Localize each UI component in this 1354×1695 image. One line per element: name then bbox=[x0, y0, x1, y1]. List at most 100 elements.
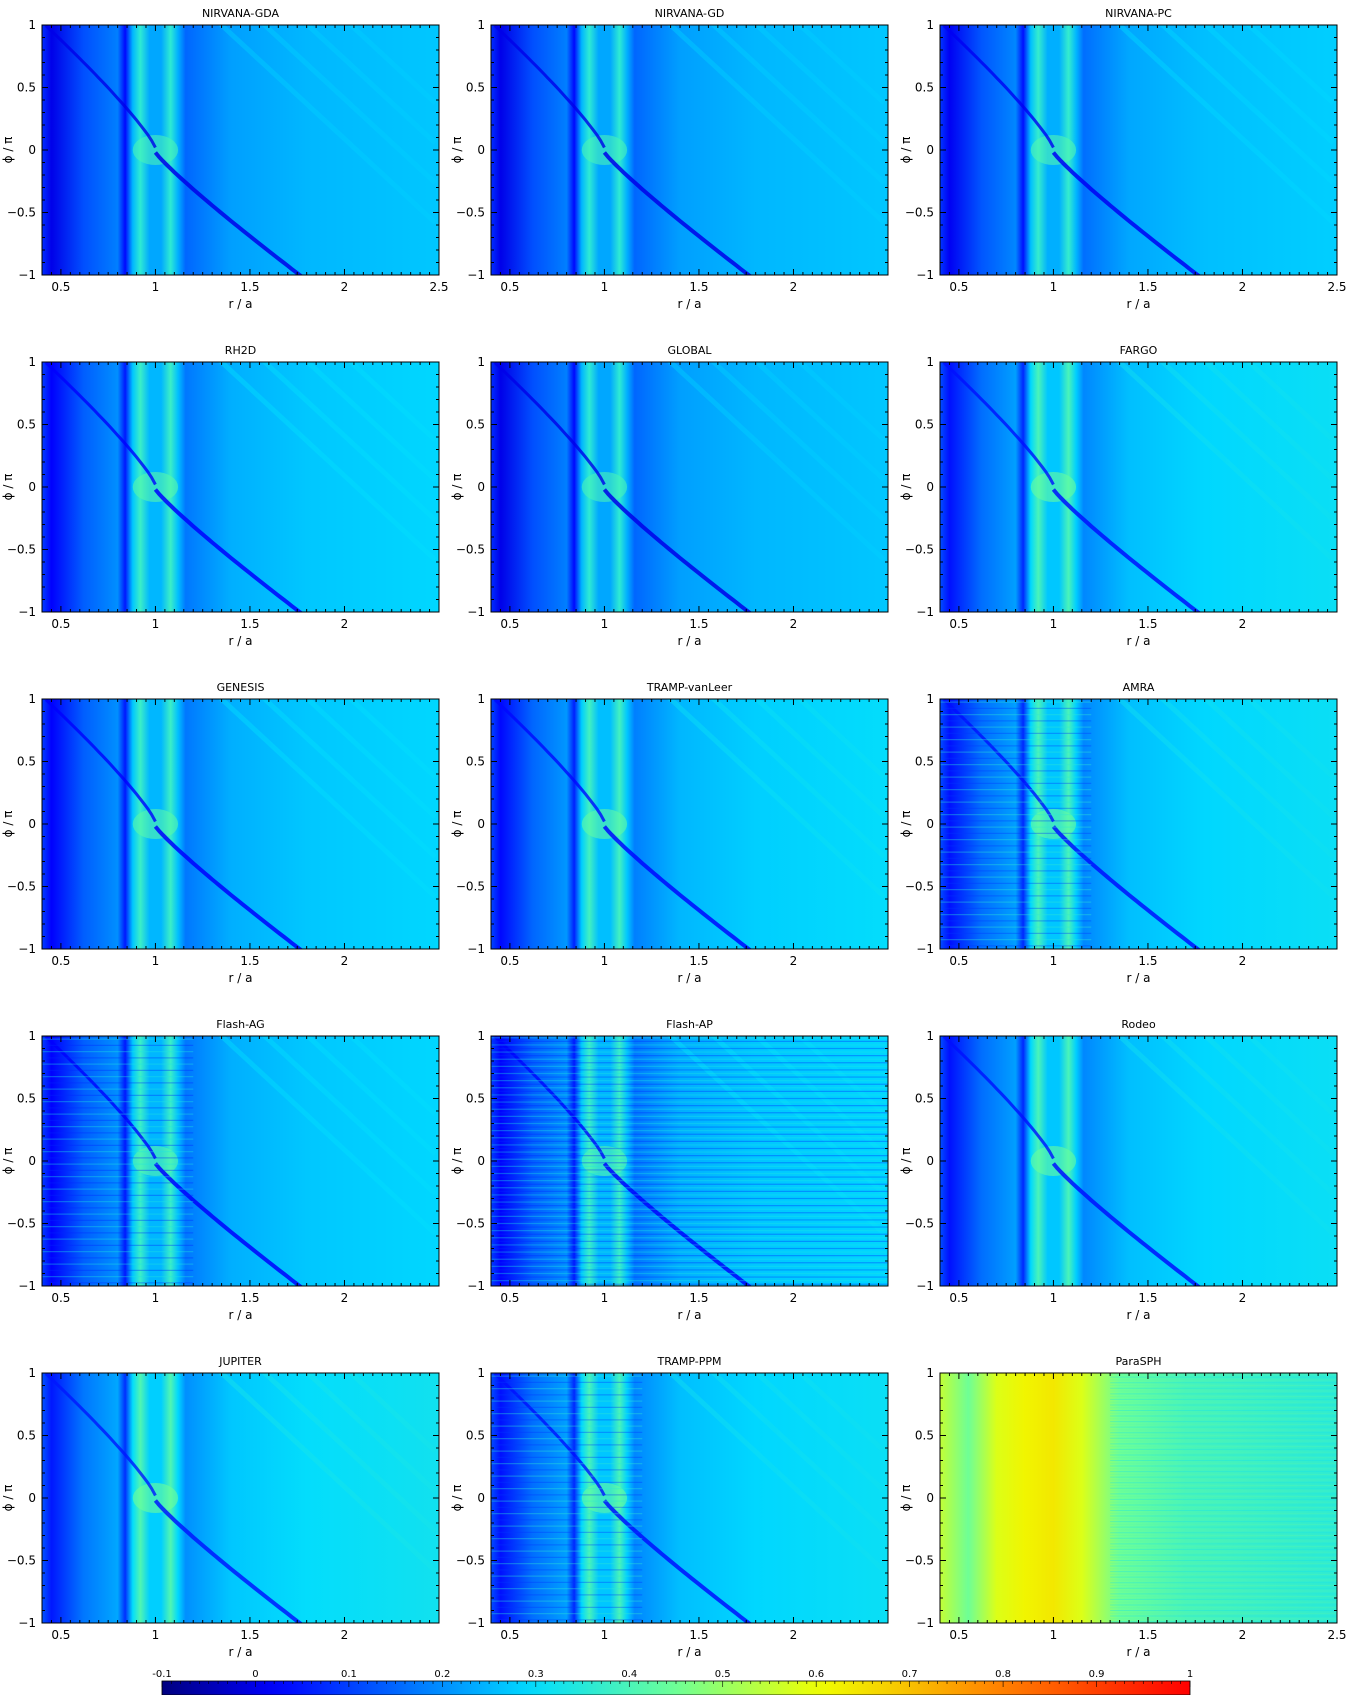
x-axis-label: r / a bbox=[678, 971, 702, 985]
x-tick-label: 1 bbox=[1050, 280, 1058, 294]
y-tick-label: −1 bbox=[18, 268, 36, 282]
x-tick-label: 0.5 bbox=[500, 1291, 519, 1305]
x-tick-label: 1 bbox=[1050, 954, 1058, 968]
y-tick-label: −0.5 bbox=[7, 1217, 36, 1231]
y-tick-label: 1 bbox=[477, 1029, 485, 1043]
x-tick-label: 1.5 bbox=[240, 1628, 259, 1642]
x-tick-label: 1.5 bbox=[1138, 954, 1157, 968]
y-tick-label: 0.5 bbox=[466, 81, 485, 95]
y-tick-label: 1 bbox=[477, 18, 485, 32]
x-axis-label: r / a bbox=[229, 1645, 253, 1659]
y-tick-label: −0.5 bbox=[456, 206, 485, 220]
x-tick-label: 2 bbox=[1239, 954, 1247, 968]
y-tick-label: 0 bbox=[477, 1154, 485, 1168]
panel-title: TRAMP-vanLeer bbox=[646, 681, 733, 694]
y-tick-label: −0.5 bbox=[905, 880, 934, 894]
x-tick-label: 1.5 bbox=[689, 617, 708, 631]
x-tick-label: 1.5 bbox=[240, 1291, 259, 1305]
y-tick-label: 1 bbox=[477, 692, 485, 706]
y-tick-label: 0 bbox=[28, 1154, 36, 1168]
panel-fargo: −1 −0.5 0 0.5 1 0.5 1 1.5 2 FARGO r / a ϕ / π bbox=[899, 344, 1338, 648]
outer-spiral-wake bbox=[1051, 825, 1202, 949]
y-tick-label: −1 bbox=[18, 605, 36, 619]
colorbar-tick-label: 0.5 bbox=[715, 1669, 731, 1680]
panel-amra: −1 −0.5 0 0.5 1 0.5 1 1.5 2 AMRA r / a ϕ / π bbox=[899, 681, 1338, 985]
panel-title: NIRVANA-GD bbox=[655, 7, 725, 20]
density-field bbox=[42, 362, 439, 612]
y-axis-label: ϕ / π bbox=[899, 1485, 913, 1512]
x-tick-label: 0.5 bbox=[51, 280, 70, 294]
x-axis-label: r / a bbox=[229, 634, 253, 648]
y-tick-label: 1 bbox=[926, 1029, 934, 1043]
inner-spiral-wake bbox=[493, 362, 606, 486]
y-tick-label: 1 bbox=[926, 355, 934, 369]
colorbar-tick-label: 0.2 bbox=[434, 1669, 450, 1680]
x-tick-label: 0.5 bbox=[51, 617, 70, 631]
x-tick-label: 0.5 bbox=[500, 954, 519, 968]
y-tick-label: −1 bbox=[916, 1616, 934, 1630]
y-tick-label: −1 bbox=[467, 605, 485, 619]
y-tick-label: −0.5 bbox=[905, 1554, 934, 1568]
density-background bbox=[42, 25, 439, 275]
panel-title: Flash-AG bbox=[216, 1018, 264, 1031]
x-tick-label: 0.5 bbox=[949, 1291, 968, 1305]
x-tick-label: 2 bbox=[790, 280, 798, 294]
density-field bbox=[42, 1373, 439, 1623]
density-background bbox=[491, 699, 888, 949]
y-tick-label: 0.5 bbox=[17, 81, 36, 95]
y-axis-label: ϕ / π bbox=[1, 474, 15, 501]
x-tick-label: 0.5 bbox=[51, 1291, 70, 1305]
y-tick-label: 0.5 bbox=[17, 755, 36, 769]
density-field bbox=[491, 1036, 888, 1286]
colorbar-tick-label: 0 bbox=[252, 1669, 258, 1680]
panel-title: FARGO bbox=[1120, 344, 1158, 357]
y-tick-label: 1 bbox=[28, 692, 36, 706]
y-tick-label: 0.5 bbox=[915, 755, 934, 769]
panel-tramp-vanleer: −1 −0.5 0 0.5 1 0.5 1 1.5 2 TRAMP-vanLeer r / a ϕ /… bbox=[450, 681, 889, 985]
y-tick-label: −0.5 bbox=[456, 1217, 485, 1231]
panel-title: Rodeo bbox=[1121, 1018, 1156, 1031]
y-tick-label: 0.5 bbox=[17, 1092, 36, 1106]
panel-title: TRAMP-PPM bbox=[656, 1355, 721, 1368]
panel-nirvana-gd: −1 −0.5 0 0.5 1 0.5 1 1.5 2 NIRVANA-GD r / a ϕ / π bbox=[450, 7, 889, 311]
outer-spiral-wake bbox=[602, 151, 753, 275]
outer-spiral-wake bbox=[153, 1162, 304, 1286]
panel-rodeo: −1 −0.5 0 0.5 1 0.5 1 1.5 2 Rodeo r / a ϕ / π bbox=[899, 1018, 1338, 1322]
x-tick-label: 0.5 bbox=[51, 954, 70, 968]
panel-title: ParaSPH bbox=[1115, 1355, 1161, 1368]
x-tick-label: 1 bbox=[1050, 1291, 1058, 1305]
y-tick-label: 1 bbox=[28, 1029, 36, 1043]
y-axis-label: ϕ / π bbox=[899, 474, 913, 501]
density-field bbox=[42, 25, 439, 275]
y-tick-label: 1 bbox=[926, 1366, 934, 1380]
outer-spiral-wake bbox=[153, 825, 304, 949]
outer-spiral-wake bbox=[602, 1162, 753, 1286]
outer-spiral-wake bbox=[153, 488, 304, 612]
density-background bbox=[491, 25, 888, 275]
outer-spiral-wake bbox=[153, 151, 304, 275]
y-tick-label: −0.5 bbox=[905, 543, 934, 557]
panel-title: AMRA bbox=[1123, 681, 1155, 694]
density-field bbox=[42, 1036, 439, 1286]
x-tick-label: 1 bbox=[601, 1291, 609, 1305]
x-tick-label: 1 bbox=[152, 954, 160, 968]
y-axis-label: ϕ / π bbox=[1, 137, 15, 164]
x-tick-label: 1 bbox=[152, 1291, 160, 1305]
outer-spiral-wake bbox=[602, 1499, 753, 1623]
density-background bbox=[491, 1373, 888, 1623]
panel-flash-ap: −1 −0.5 0 0.5 1 0.5 1 1.5 2 Flash-AP r / a ϕ / π bbox=[450, 1018, 889, 1322]
x-tick-label: 1.5 bbox=[689, 1291, 708, 1305]
colorbar-tick-label: -0.1 bbox=[152, 1669, 172, 1680]
x-tick-label: 1 bbox=[152, 1628, 160, 1642]
x-tick-label: 2 bbox=[1239, 1291, 1247, 1305]
x-tick-label: 1 bbox=[601, 617, 609, 631]
x-tick-label: 2 bbox=[790, 1628, 798, 1642]
inner-spiral-wake bbox=[942, 362, 1055, 486]
colorbar-tick-label: 0.9 bbox=[1089, 1669, 1105, 1680]
y-axis-label: ϕ / π bbox=[450, 474, 464, 501]
x-tick-label: 1 bbox=[601, 1628, 609, 1642]
x-tick-label: 1 bbox=[1050, 1628, 1058, 1642]
density-background bbox=[940, 699, 1337, 949]
